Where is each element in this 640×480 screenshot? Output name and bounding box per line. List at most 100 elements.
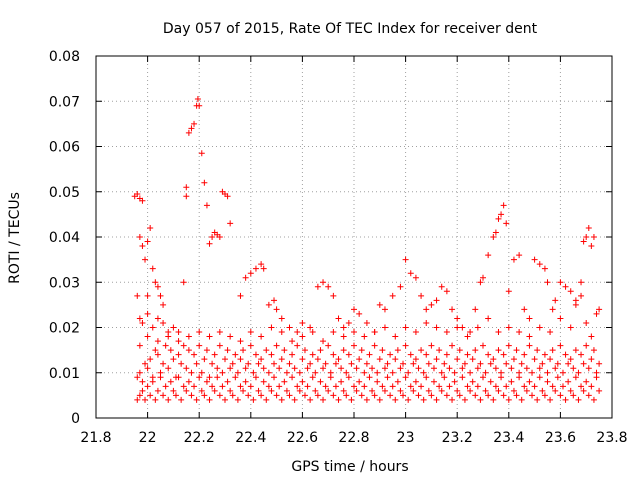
data-point [325, 283, 332, 290]
x-tick-label: 21.8 [80, 430, 111, 446]
x-tick-label: 22.2 [184, 430, 215, 446]
data-point [407, 383, 414, 390]
data-point [345, 319, 352, 326]
data-point [154, 387, 161, 394]
data-point [418, 383, 425, 390]
data-point [578, 383, 585, 390]
data-point [534, 347, 541, 354]
data-point [474, 365, 481, 372]
data-point [412, 378, 419, 385]
data-point [258, 333, 265, 340]
data-point [317, 378, 324, 385]
data-point [240, 387, 247, 394]
data-point [490, 234, 497, 240]
x-tick-label: 23.6 [545, 430, 576, 446]
data-point [505, 288, 512, 295]
data-point [407, 351, 414, 358]
data-point [136, 234, 143, 240]
data-point [351, 342, 357, 349]
data-point [389, 292, 396, 299]
data-point [286, 392, 293, 399]
chart-title: Day 057 of 2015, Rate Of TEC Index for r… [163, 21, 538, 37]
data-point [438, 387, 445, 394]
data-point [299, 378, 306, 385]
data-point [252, 374, 259, 381]
x-tick-label: 23.8 [596, 430, 627, 446]
data-point [363, 360, 370, 367]
data-point [234, 396, 241, 403]
data-point [283, 387, 290, 394]
data-point [358, 347, 365, 354]
data-point [157, 374, 164, 381]
x-axis-label: GPS time / hours [291, 459, 408, 475]
data-point [219, 369, 226, 376]
data-point [271, 297, 278, 304]
data-point [294, 383, 301, 390]
data-point [585, 392, 592, 399]
data-point [260, 378, 267, 385]
data-point [147, 224, 154, 231]
data-point [317, 347, 324, 354]
data-point [322, 383, 329, 390]
data-point [216, 329, 223, 336]
data-point [449, 396, 456, 403]
data-point [420, 369, 427, 376]
data-point [136, 315, 143, 322]
data-point [216, 234, 223, 240]
data-point [281, 378, 288, 385]
data-point [154, 315, 161, 322]
data-point [136, 342, 143, 349]
data-point [428, 301, 435, 308]
data-point [320, 365, 327, 372]
data-point [165, 396, 172, 403]
data-point [286, 360, 293, 367]
data-point [327, 374, 334, 381]
data-point [144, 333, 151, 340]
data-point [505, 342, 512, 349]
data-point [237, 383, 244, 390]
data-point [299, 333, 306, 340]
data-point [562, 283, 569, 290]
data-point [211, 351, 218, 358]
data-point [247, 342, 254, 349]
data-point [392, 356, 399, 363]
data-point [343, 369, 350, 376]
data-point [596, 387, 603, 394]
data-point [170, 387, 177, 394]
data-point [304, 365, 311, 372]
data-point [142, 360, 149, 367]
data-point [590, 234, 597, 240]
data-point [172, 392, 179, 399]
data-point [449, 306, 456, 313]
data-point [134, 374, 141, 381]
data-point [216, 392, 223, 399]
data-point [273, 306, 280, 313]
data-point [459, 374, 466, 381]
data-point [338, 378, 345, 385]
data-point [175, 329, 182, 336]
data-point [433, 297, 440, 304]
data-point [203, 378, 210, 385]
data-point [394, 347, 401, 354]
data-point [191, 351, 198, 358]
data-point [194, 95, 201, 102]
data-point [590, 347, 597, 354]
data-point [196, 374, 203, 381]
plot-frame [95, 55, 613, 419]
data-point [183, 184, 190, 191]
data-point [423, 374, 430, 381]
data-point [245, 360, 252, 367]
data-point [219, 383, 226, 390]
data-point [134, 191, 141, 198]
data-point [209, 360, 216, 367]
data-point [425, 360, 432, 367]
data-point [258, 261, 265, 268]
data-point [513, 347, 520, 354]
data-point [381, 387, 388, 394]
data-point [433, 324, 440, 331]
data-point [438, 283, 445, 290]
data-point [198, 150, 205, 157]
data-point [162, 383, 169, 390]
data-point [379, 347, 386, 354]
data-point [139, 197, 146, 204]
